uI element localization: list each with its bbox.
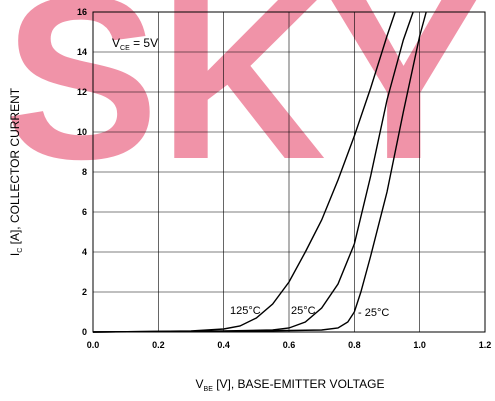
curve-label: - 25°C — [358, 307, 389, 319]
watermark: SKY — [4, 0, 481, 208]
y-tick-label: 0 — [82, 327, 87, 337]
annotation-main: V — [112, 36, 120, 50]
curve — [92, 11, 414, 333]
annotation: VCE = 5V — [112, 36, 158, 52]
x-tick-label: 0.0 — [87, 340, 100, 350]
x-tick-label: 1.0 — [413, 340, 426, 350]
x-tick-label: 1.2 — [479, 340, 492, 350]
y-tick-label: 4 — [82, 247, 87, 257]
y-label-sub: C — [17, 248, 24, 253]
curve — [92, 11, 396, 333]
y-tick-label: 14 — [77, 47, 87, 57]
y-axis-label: IC [A], COLLECTOR CURRENT — [8, 87, 24, 256]
y-tick-label: 8 — [82, 167, 87, 177]
curve-label: 25°C — [291, 305, 316, 317]
annotation-rest: = 5V — [130, 36, 158, 50]
x-tick-label: 0.8 — [348, 340, 361, 350]
x-tick-label: 0.2 — [152, 340, 165, 350]
plot-frame — [92, 11, 486, 333]
y-tick-label: 12 — [77, 87, 87, 97]
curve-label: 125°C — [230, 305, 261, 317]
y-label-rest: [A], COLLECTOR CURRENT — [8, 87, 22, 247]
y-label-main: I — [8, 253, 22, 256]
y-tick-label: 16 — [77, 7, 87, 17]
x-label-rest: [V], BASE-EMITTER VOLTAGE — [213, 377, 385, 391]
x-label-main: V — [196, 377, 204, 391]
annotation-sub: CE — [120, 45, 130, 52]
x-label-sub: BE — [204, 386, 214, 393]
curve — [92, 11, 427, 333]
y-tick-label: 2 — [82, 287, 87, 297]
x-axis-label: VBE [V], BASE-EMITTER VOLTAGE — [196, 377, 385, 393]
y-tick-label: 6 — [82, 207, 87, 217]
x-tick-label: 0.4 — [217, 340, 230, 350]
y-tick-label: 10 — [77, 127, 87, 137]
x-tick-label: 0.6 — [283, 340, 296, 350]
